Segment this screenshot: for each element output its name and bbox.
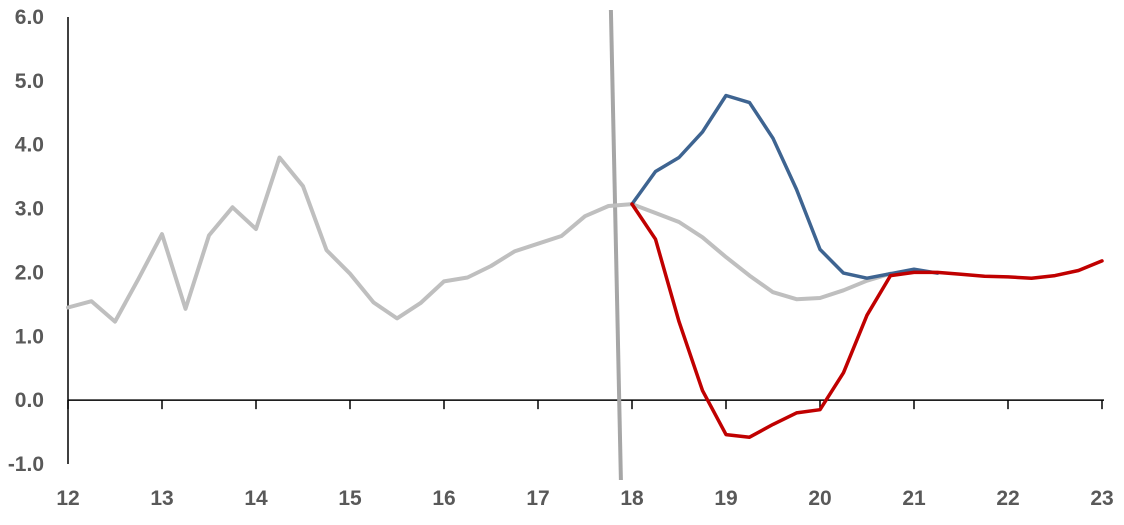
x-tick-label: 13 xyxy=(150,487,173,510)
series-line-red xyxy=(630,202,1104,439)
y-tick-label: 2.0 xyxy=(15,261,44,284)
vertical-marker-line xyxy=(608,9,623,481)
x-tick-label: 23 xyxy=(1090,487,1113,510)
x-tick-label: 16 xyxy=(432,487,455,510)
y-tick-label: 1.0 xyxy=(15,325,44,348)
x-tick-label: 14 xyxy=(244,487,268,510)
y-tick-label: 6.0 xyxy=(15,6,44,29)
y-tick-label: -1.0 xyxy=(8,453,44,476)
y-tick-label: 5.0 xyxy=(15,70,44,93)
x-tick-label: 17 xyxy=(526,487,549,510)
series-line-grey xyxy=(66,155,893,324)
series-layer xyxy=(66,93,1104,439)
y-tick-label: 0.0 xyxy=(15,389,44,412)
y-tick-label: 4.0 xyxy=(15,134,44,157)
x-tick-label: 22 xyxy=(996,487,1019,510)
x-axis-ticks xyxy=(67,400,1103,410)
x-tick-label: 15 xyxy=(338,487,362,510)
x-tick-label: 20 xyxy=(808,487,831,510)
y-axis-tick-labels: -1.0 0.0 1.0 2.0 3.0 4.0 5.0 6.0 xyxy=(8,6,44,476)
x-tick-label: 18 xyxy=(620,487,644,510)
x-tick-label: 21 xyxy=(902,487,926,510)
y-tick-label: 3.0 xyxy=(15,198,44,221)
x-tick-label: 12 xyxy=(56,487,79,510)
x-tick-label: 19 xyxy=(714,487,737,510)
x-axis-tick-labels: 12 13 14 15 16 17 18 19 20 21 22 23 xyxy=(56,487,1113,510)
series-line-blue xyxy=(630,93,940,280)
